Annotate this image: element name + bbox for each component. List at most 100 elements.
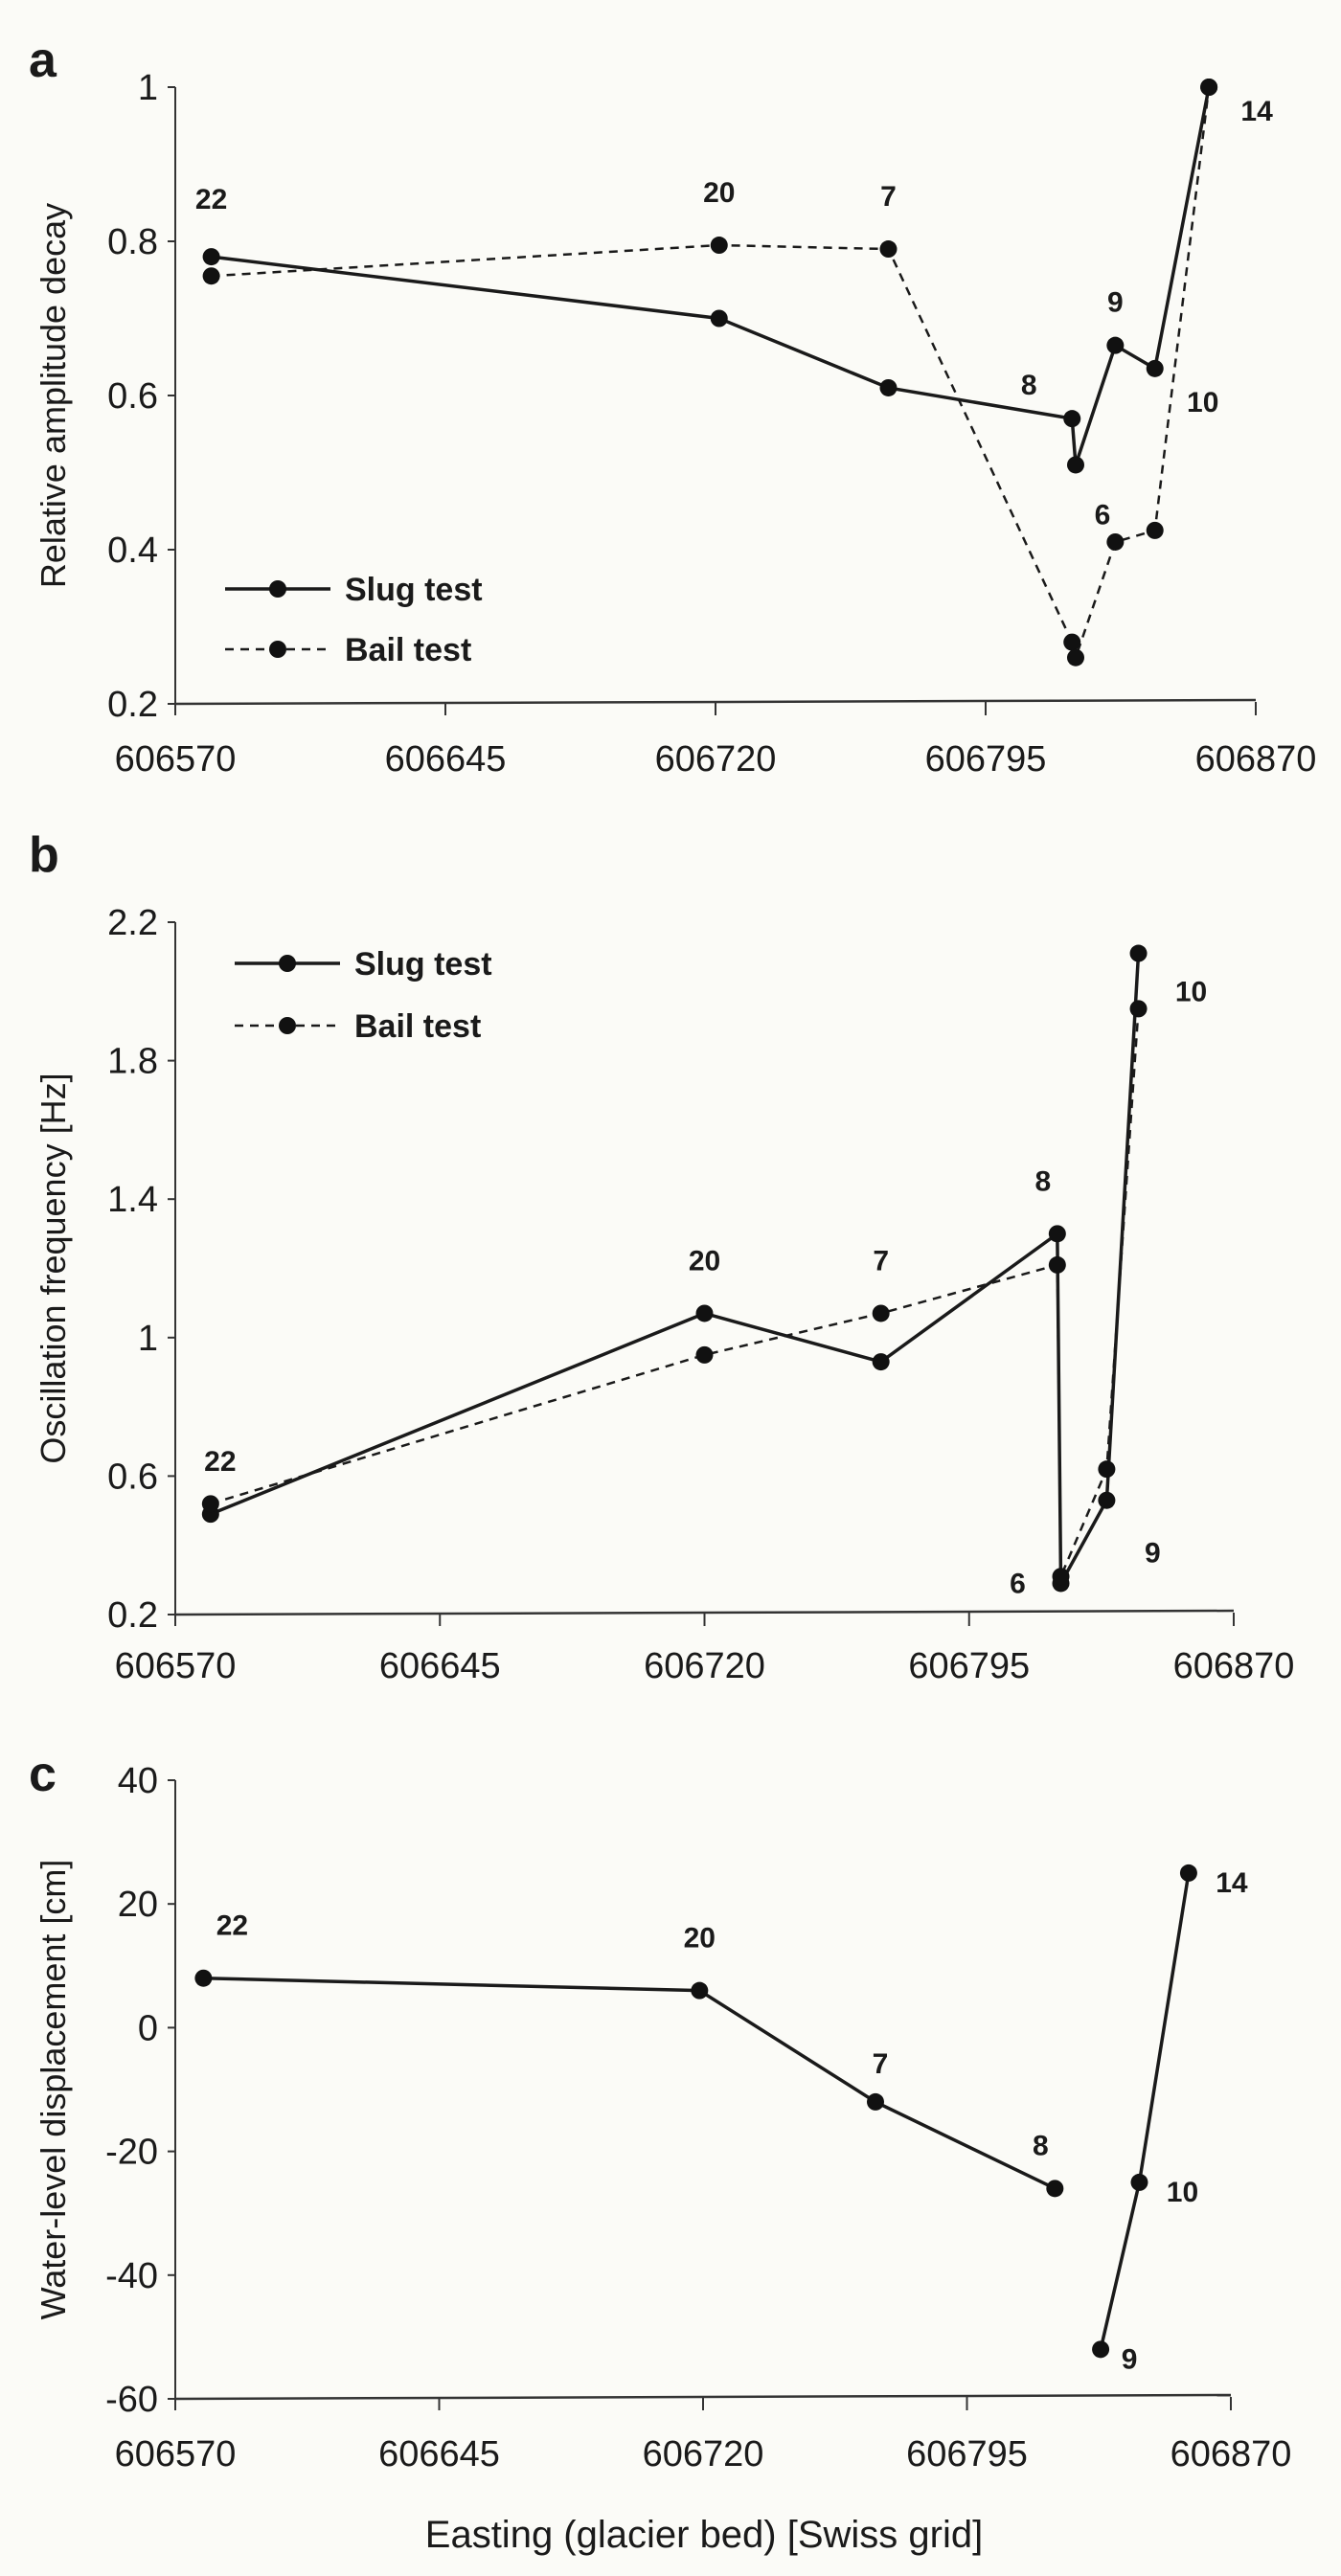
data-point — [695, 1345, 714, 1364]
data-point — [1067, 648, 1084, 667]
series-line-dashed — [210, 1008, 1140, 1577]
y-tick-label: 0 — [138, 2008, 158, 2048]
point-label: 6 — [1010, 1568, 1026, 1599]
x-tick-label: 606645 — [385, 739, 507, 780]
data-point — [866, 2092, 884, 2111]
chart-panel-a: a 0.2 0.4 0.6 0.8 1 606570 606645 606720 606795 60… — [29, 33, 1316, 780]
point-label: 10 — [1187, 387, 1218, 418]
y-tick-label: 2.2 — [107, 903, 158, 943]
point-label: 14 — [1240, 96, 1273, 127]
data-point — [872, 1353, 890, 1371]
data-point — [1063, 410, 1081, 428]
data-point — [1048, 1255, 1066, 1274]
data-point — [1092, 2340, 1110, 2359]
data-point — [1106, 532, 1125, 551]
data-point — [202, 267, 220, 285]
x-tick-label: 606570 — [115, 2434, 237, 2474]
panel-letter: b — [29, 827, 59, 883]
data-point — [1098, 1460, 1116, 1479]
x-tick-label: 606570 — [115, 1646, 237, 1686]
point-label: 20 — [689, 1245, 720, 1277]
y-axis-label: Oscillation frequency [Hz] — [34, 1073, 73, 1463]
series-line-solid — [203, 1976, 1057, 2190]
data-point — [202, 248, 220, 266]
point-label: 8 — [1034, 1165, 1051, 1197]
data-point — [1046, 2180, 1064, 2198]
point-label: 10 — [1167, 2177, 1198, 2208]
chart-panel-b: b 0.2 0.6 1 1.4 1.8 2.2 606570 606645 606720 60679… — [29, 827, 1294, 1686]
y-tick-label: -40 — [105, 2256, 158, 2296]
point-label: 9 — [1107, 287, 1124, 319]
x-axis-title: Easting (glacier bed) [Swiss grid] — [425, 2514, 983, 2556]
data-point — [1098, 1491, 1116, 1509]
point-label: 8 — [1033, 2130, 1049, 2161]
data-point — [1048, 1225, 1066, 1243]
y-axis-label: Relative amplitude decay — [34, 203, 73, 588]
data-point — [1179, 1864, 1197, 1882]
point-label: 7 — [873, 1245, 889, 1277]
y-tick-label: 1 — [138, 1319, 158, 1359]
data-point — [695, 1304, 714, 1322]
x-tick-label: 606570 — [115, 739, 237, 780]
data-point — [1063, 633, 1081, 651]
point-label: 10 — [1175, 977, 1207, 1008]
x-tick-label: 606720 — [643, 2434, 764, 2474]
y-tick-label: 1.4 — [107, 1180, 158, 1220]
x-tick-label: 606795 — [906, 2434, 1028, 2474]
data-point — [710, 309, 728, 328]
x-tick-label: 606870 — [1171, 2434, 1292, 2474]
data-point — [194, 1969, 213, 1987]
y-tick-label: 40 — [118, 1761, 158, 1801]
legend-label: Slug test — [354, 946, 492, 983]
legend-marker — [269, 580, 286, 598]
legend-label: Slug test — [345, 572, 483, 608]
data-point — [879, 378, 898, 396]
data-point — [1146, 521, 1164, 539]
point-label: 9 — [1145, 1538, 1161, 1570]
point-label: 22 — [195, 184, 227, 215]
data-point — [879, 240, 898, 259]
x-tick-label: 606645 — [378, 2434, 500, 2474]
point-label: 9 — [1122, 2343, 1138, 2375]
x-tick-label: 606720 — [655, 739, 777, 780]
data-point — [1200, 79, 1218, 96]
data-point — [872, 1304, 890, 1322]
y-tick-label: 1.8 — [107, 1042, 158, 1082]
point-label: 8 — [1021, 370, 1037, 401]
data-point — [691, 1981, 709, 2000]
y-axis-label: Water-level displacement [cm] — [34, 1860, 73, 2320]
data-point — [710, 237, 728, 255]
y-tick-label: -20 — [105, 2133, 158, 2173]
legend-label: Bail test — [354, 1008, 481, 1045]
x-tick-label: 606795 — [925, 739, 1047, 780]
y-tick-label: 0.8 — [107, 222, 158, 262]
point-label: 20 — [684, 1923, 716, 1955]
data-point — [1067, 456, 1084, 474]
y-tick-label: 0.6 — [107, 1457, 158, 1497]
data-point — [201, 1495, 219, 1513]
point-label: 7 — [880, 181, 897, 213]
x-tick-label: 606720 — [644, 1646, 765, 1686]
point-label: 20 — [703, 177, 735, 209]
legend-marker — [269, 641, 286, 658]
point-label: 22 — [216, 1910, 248, 1942]
chart-panel-c: c -60 -40 -20 0 20 40 606570 606645 606720 606795 6… — [29, 1747, 1291, 2474]
series-line-solid — [211, 86, 1211, 466]
point-label: 7 — [873, 2048, 889, 2080]
y-tick-label: 1 — [138, 68, 158, 108]
y-tick-label: 0.4 — [107, 531, 158, 571]
x-tick-label: 606870 — [1173, 1646, 1295, 1686]
y-tick-label: 0.6 — [107, 376, 158, 417]
x-tick-label: 606795 — [908, 1646, 1030, 1686]
data-point — [1052, 1568, 1070, 1586]
x-tick-label: 606645 — [379, 1646, 501, 1686]
y-tick-label: 0.2 — [107, 685, 158, 725]
x-tick-label: 606870 — [1195, 739, 1317, 780]
data-point — [1129, 944, 1148, 962]
data-point — [1130, 2173, 1148, 2191]
series-line-solid — [210, 953, 1141, 1591]
y-tick-label: -60 — [105, 2380, 158, 2420]
panel-letter: c — [29, 1747, 57, 1802]
legend-marker — [279, 1017, 296, 1034]
